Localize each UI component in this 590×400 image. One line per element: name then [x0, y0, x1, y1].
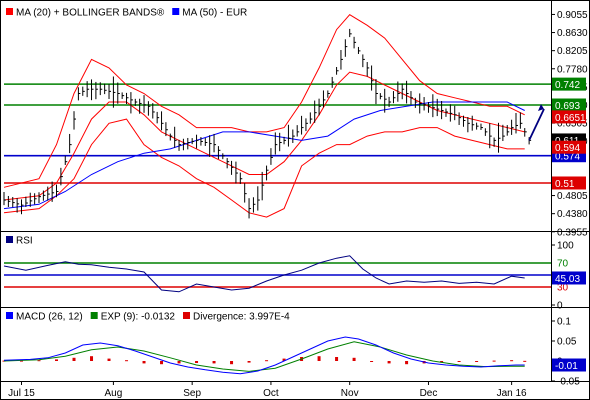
macd-legend-swatch — [183, 312, 190, 319]
forecast-arrow-head — [538, 104, 544, 112]
macd-divergence-bar — [282, 358, 286, 361]
macd-divergence-bar — [37, 360, 41, 362]
price-y-tick-label: 0.9055 — [557, 10, 588, 21]
macd-divergence-bar — [195, 361, 199, 363]
macd-divergence-bar — [440, 361, 444, 363]
macd-last-tag: -0.01 — [555, 361, 578, 372]
macd-divergence-bar — [247, 361, 251, 363]
price-level-tag-bg — [552, 176, 586, 190]
price-y-tick-label: 0.4380 — [557, 209, 588, 220]
x-tick-label: Jul 15 — [8, 388, 35, 399]
macd-divergence-bar — [523, 360, 527, 362]
price-last-tag: 0.594 — [555, 143, 580, 154]
rsi-level-label: 70 — [557, 259, 569, 270]
macd-divergence-bar — [212, 361, 216, 364]
macd-divergence-bar — [370, 361, 374, 362]
macd-y-tick-label: 0.1 — [557, 317, 571, 328]
macd-divergence-bar — [55, 359, 59, 361]
macd-signal-line — [3, 341, 525, 372]
price-level-tag-bg — [552, 77, 586, 91]
ma20-line — [3, 71, 525, 201]
macd-legend-label: Divergence: 3.997E-4 — [193, 312, 290, 323]
x-tick-label: Aug — [105, 388, 123, 399]
price-legend-label: MA (20) + BOLLINGER BANDS® — [16, 8, 165, 19]
rsi-y-tick-label: 0 — [557, 301, 563, 312]
macd-divergence-bar — [2, 360, 6, 362]
price-y-tick-label: 0.8205 — [557, 46, 588, 57]
macd-legend-swatch — [90, 312, 98, 319]
macd-y-tick-label: -0.05 — [557, 377, 580, 388]
macd-divergence-bar — [457, 361, 461, 362]
bollinger-lower-line — [3, 118, 525, 218]
macd-divergence-bar — [405, 361, 409, 365]
macd-divergence-bar — [335, 357, 339, 361]
macd-divergence-bar — [492, 360, 496, 362]
rsi-y-tick-label: 100 — [557, 241, 574, 252]
macd-divergence-bar — [317, 356, 321, 361]
price-last-tag-bg — [552, 110, 586, 124]
x-tick-label: Sep — [183, 388, 201, 399]
rsi-last-tag-bg — [552, 271, 586, 285]
macd-legend-swatch — [6, 312, 13, 319]
price-level-tag: 0.574 — [555, 152, 580, 163]
macd-divergence-bar — [20, 360, 24, 362]
macd-divergence-bar — [90, 356, 94, 361]
macd-last-tag-bg — [552, 358, 586, 372]
price-y-tick-label: 0.6505 — [557, 119, 588, 130]
rsi-legend-label: RSI — [16, 236, 33, 247]
macd-legend-label: MACD (26, 12) — [16, 312, 83, 323]
price-y-tick-label: 0.4805 — [557, 191, 588, 202]
x-tick-label: Nov — [341, 388, 359, 399]
macd-divergence-bar — [475, 361, 479, 362]
x-tick-label: Jan 16 — [497, 388, 527, 399]
price-last-tag-bg — [552, 140, 586, 154]
macd-divergence-bar — [230, 361, 234, 365]
price-y-tick-label: 0.3955 — [557, 227, 588, 238]
price-legend-swatch — [6, 8, 13, 15]
price-level-tag-bg — [552, 98, 586, 112]
macd-divergence-bar — [72, 357, 76, 361]
macd-divergence-bar — [160, 361, 164, 365]
macd-divergence-bar — [510, 360, 514, 362]
price-legend-label: MA (50) - EUR — [182, 8, 247, 19]
price-level-tag: 0.51 — [555, 179, 575, 190]
price-level-tag: 0.742 — [555, 80, 580, 91]
price-y-tick-label: 0.8630 — [557, 28, 588, 39]
price-y-tick-label: 0.7780 — [557, 64, 588, 75]
macd-divergence-bar — [107, 358, 111, 361]
x-tick-label: Dec — [420, 388, 438, 399]
rsi-legend-swatch — [6, 236, 13, 243]
macd-divergence-bar — [125, 360, 129, 362]
bollinger-upper-line — [3, 14, 525, 188]
macd-divergence-bar — [177, 361, 181, 364]
macd-divergence-bar — [387, 361, 391, 364]
rsi-last-tag: 45.03 — [555, 274, 580, 285]
macd-line — [3, 336, 525, 375]
price-panel: 0.90550.86300.82050.77800.73550.69300.65… — [3, 8, 588, 238]
macd-divergence-bar — [142, 361, 146, 364]
x-tick-label: Oct — [263, 388, 279, 399]
price-level-tag: 0.693 — [555, 101, 580, 112]
rsi-level-label: 30 — [557, 283, 569, 294]
price-last-tag: 0.6651 — [555, 113, 586, 124]
price-legend-swatch — [172, 8, 180, 15]
rsi-line — [3, 255, 525, 293]
forecast-arrow-shaft — [528, 108, 545, 141]
macd-divergence-bar — [265, 360, 269, 362]
macd-divergence-bar — [352, 357, 356, 361]
macd-legend-label: EXP (9): -0.0132 — [101, 312, 176, 323]
x-axis: Jul 15 Aug Sep Oct Nov Dec Jan 16 — [8, 381, 527, 399]
macd-y-tick-label: 0.05 — [557, 337, 577, 348]
